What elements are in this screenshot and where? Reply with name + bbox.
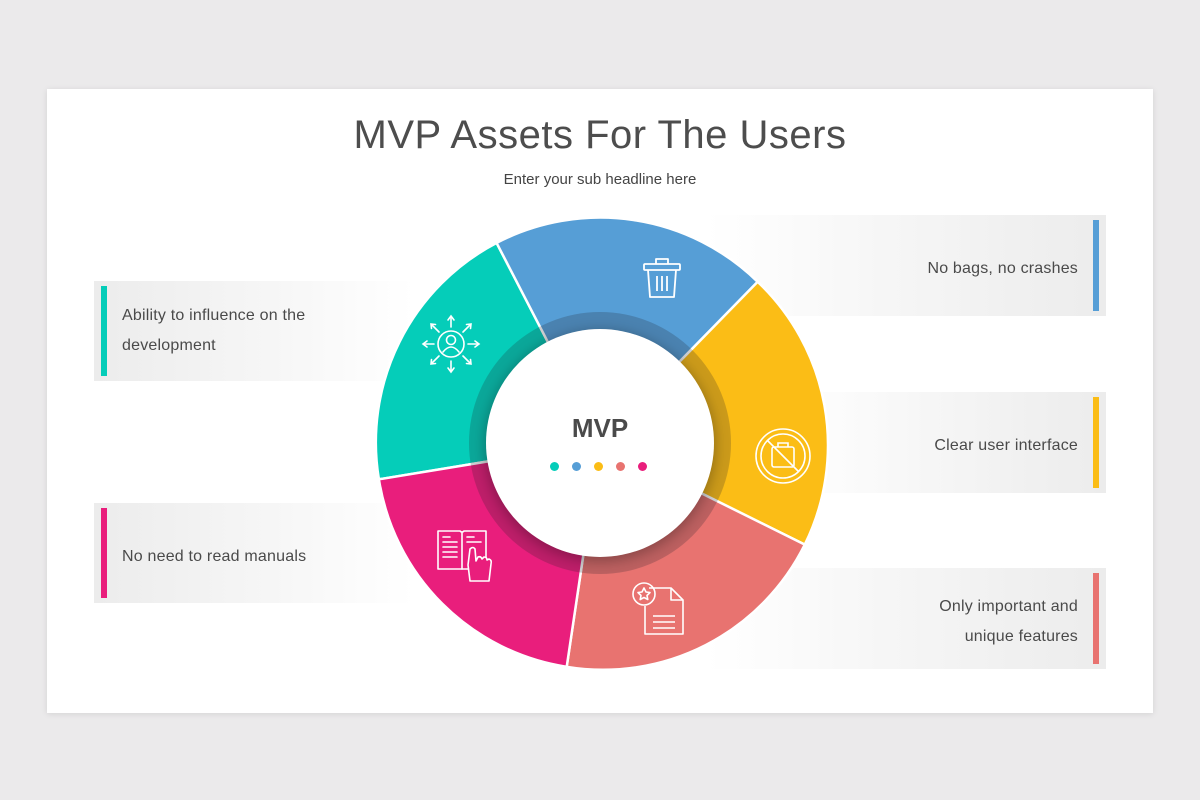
item-box-clear-ui: Clear user interface bbox=[786, 392, 1106, 493]
document-star-icon bbox=[632, 582, 684, 635]
item-box-manuals: No need to read manuals bbox=[94, 503, 414, 603]
dot-salmon bbox=[616, 462, 625, 471]
ring-segment-blue bbox=[494, 216, 760, 446]
slide-title: MVP Assets For The Users bbox=[353, 113, 847, 157]
item-text-features-line2: unique features bbox=[964, 628, 1078, 645]
item-text-manuals: No need to read manuals bbox=[122, 548, 307, 565]
trash-bin-icon bbox=[643, 258, 681, 298]
accent-bar-blue bbox=[1093, 220, 1099, 311]
ring-segment-yellow bbox=[597, 280, 830, 547]
accent-bar-teal bbox=[101, 286, 107, 376]
item-text-no-crashes: No bags, no crashes bbox=[927, 260, 1078, 277]
accent-bar-salmon bbox=[1093, 573, 1099, 664]
color-dots bbox=[550, 462, 650, 472]
user-network-icon bbox=[421, 314, 481, 374]
item-text-influence-line2: development bbox=[122, 337, 216, 354]
slide-subtitle: Enter your sub headline here bbox=[503, 171, 697, 188]
item-text-clear-ui: Clear user interface bbox=[934, 437, 1078, 454]
dot-magenta bbox=[638, 462, 647, 471]
accent-bar-yellow bbox=[1093, 397, 1099, 488]
manual-touch-icon bbox=[437, 530, 493, 582]
center-label: MVP bbox=[571, 413, 629, 443]
no-bugs-icon bbox=[755, 428, 811, 484]
accent-bar-magenta bbox=[101, 508, 107, 598]
center-circle bbox=[486, 329, 714, 557]
item-text-features-line1: Only important and bbox=[939, 598, 1078, 615]
dot-blue bbox=[572, 462, 581, 471]
dot-yellow bbox=[594, 462, 603, 471]
dot-teal bbox=[550, 462, 559, 471]
item-text-influence-line1: Ability to influence on the bbox=[122, 307, 306, 324]
item-box-influence: Ability to influence on the development bbox=[94, 281, 414, 381]
